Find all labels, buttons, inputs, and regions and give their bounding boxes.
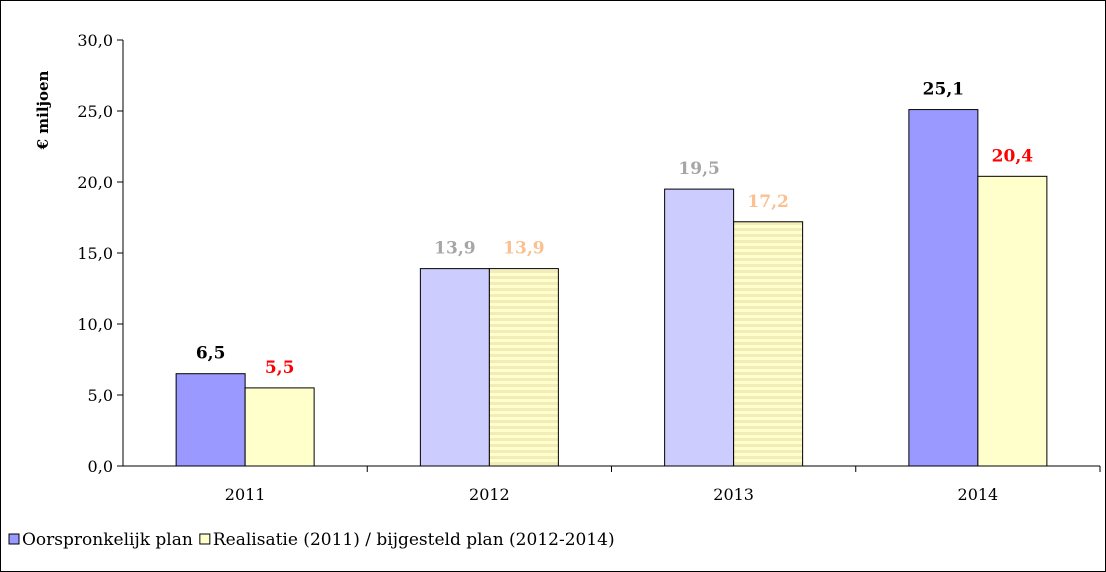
x-tick-label: 2013 [713, 485, 754, 504]
bar-adjusted-2014 [977, 175, 1048, 467]
data-label: 25,1 [923, 80, 964, 100]
x-tick-label: 2012 [469, 485, 510, 504]
data-label: 13,9 [434, 239, 475, 259]
y-tick-label: 15,0 [77, 244, 113, 263]
y-tick-label: 10,0 [77, 315, 113, 334]
y-tick-label: 30,0 [77, 31, 113, 50]
legend: Oorspronkelijk plan Realisatie (2011) / b… [8, 530, 615, 550]
data-label: 5,5 [265, 358, 295, 378]
legend-label-1: Oorspronkelijk plan [22, 530, 193, 550]
legend-swatch-1 [8, 533, 20, 545]
y-axis-label: € miljoen [34, 71, 52, 151]
x-tick-label: 2011 [225, 485, 266, 504]
data-label: 20,4 [992, 146, 1034, 166]
y-tick-label: 5,0 [88, 386, 113, 405]
bar-original-2011 [175, 373, 246, 467]
bar-adjusted-2011 [244, 387, 315, 467]
bar-original-2014 [908, 109, 979, 467]
y-tick-label: 25,0 [77, 102, 113, 121]
x-tick-label: 2014 [958, 485, 999, 504]
y-tick-label: 20,0 [77, 173, 113, 192]
bar-original-2013 [664, 188, 735, 467]
data-label: 6,5 [196, 344, 226, 364]
legend-label-2: Realisatie (2011) / bijgesteld plan (201… [213, 530, 615, 550]
legend-swatch-2 [199, 533, 211, 545]
plot-area: 0,0 5,0 10,0 15,0 20,0 25,0 30,0 2011 6,5 5,5 2012… [77, 31, 1101, 504]
bar-original-2012 [419, 268, 490, 467]
y-tick-label: 0,0 [88, 457, 113, 476]
data-label: 19,5 [678, 159, 719, 179]
data-label: 13,9 [503, 239, 544, 259]
data-label: 17,2 [747, 192, 788, 212]
bar-adjusted-2013 [733, 221, 804, 467]
bar-adjusted-2012 [488, 268, 559, 467]
